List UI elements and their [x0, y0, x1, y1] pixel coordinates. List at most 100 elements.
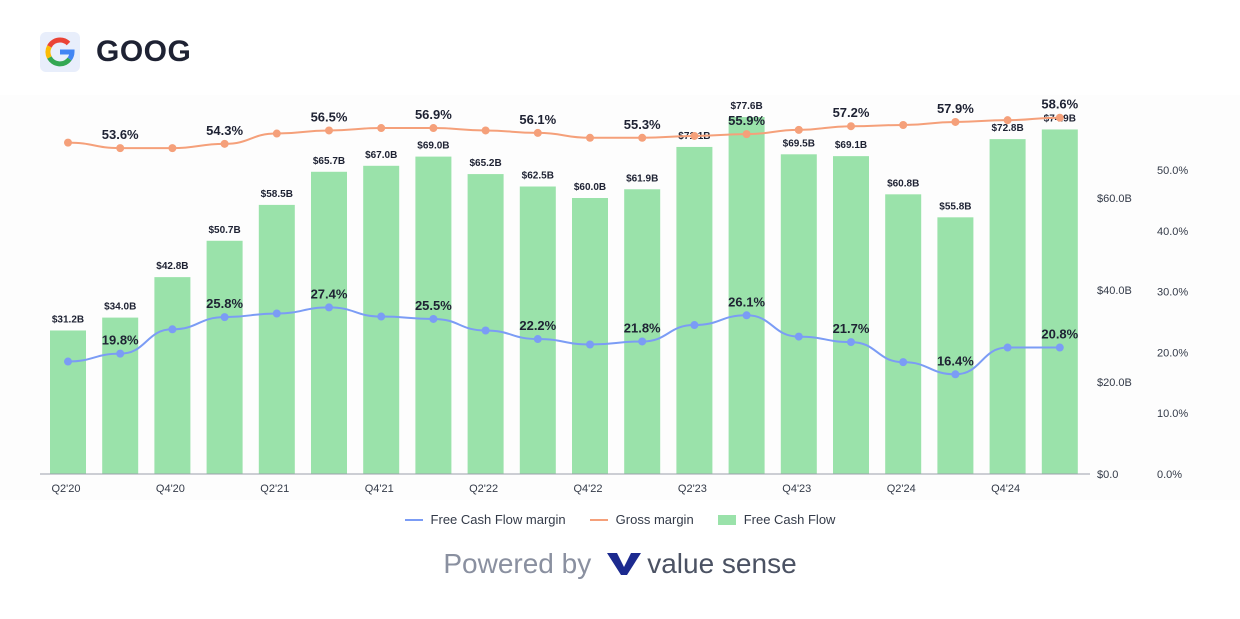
gross-margin-label: 56.1% [519, 112, 556, 127]
fcf-margin-point [1003, 343, 1012, 352]
fcf-margin-point [742, 311, 751, 320]
fcf-bar-label: $60.8B [887, 178, 919, 189]
fcf-margin-label: 16.4% [937, 353, 974, 368]
gross-margin-label: 55.3% [624, 117, 661, 132]
left-axis-tick: $0.0 [1097, 469, 1118, 481]
fcf-bar-label: $65.2B [469, 158, 501, 169]
legend-item-fcf-margin[interactable]: Free Cash Flow margin [404, 512, 566, 527]
fcf-bar-label: $69.1B [835, 140, 867, 151]
gross-margin-label: 58.6% [1041, 97, 1078, 112]
fcf-bar [50, 330, 86, 474]
right-axis-tick: 10.0% [1157, 408, 1188, 420]
fcf-margin-point [116, 349, 125, 358]
fcf-margin-point [533, 335, 542, 344]
left-axis-tick: $40.0B [1097, 285, 1132, 297]
legend: Free Cash Flow margin Gross margin Free … [0, 512, 1240, 527]
fcf-margin-label: 22.2% [519, 318, 556, 333]
fcf-bar-label: $42.8B [156, 261, 188, 272]
gross-margin-point [168, 144, 177, 153]
fcf-margin-point [429, 314, 438, 323]
right-axis-tick: 50.0% [1157, 165, 1188, 177]
x-tick-label: Q2'22 [469, 483, 498, 495]
fcf-bar-label: $61.9B [626, 173, 658, 184]
fcf-bar-label: $58.5B [261, 189, 293, 200]
gross-margin-point [116, 144, 125, 153]
fcf-bar-label: $62.5B [522, 171, 554, 182]
fcf-bar-label: $31.2B [52, 314, 84, 325]
fcf-margin-point [1055, 343, 1064, 352]
fcf-margin-label: 21.7% [833, 321, 870, 336]
x-tick-label: Q4'22 [573, 483, 602, 495]
right-axis-tick: 0.0% [1157, 469, 1182, 481]
fcf-bar [258, 204, 295, 474]
fcf-margin-label: 25.8% [206, 296, 243, 311]
x-tick-label: Q2'20 [51, 483, 80, 495]
gross-margin-point [377, 124, 386, 133]
value-sense-v-icon [607, 553, 642, 575]
gross-margin-point [220, 139, 229, 148]
fcf-bar-label: $72.8B [991, 123, 1023, 134]
gross-margin-label: 56.9% [415, 107, 452, 122]
legend-label: Free Cash Flow [743, 512, 836, 527]
right-axis-tick: 40.0% [1157, 226, 1188, 238]
fcf-margin-label: 25.5% [415, 298, 452, 313]
header: GOOG [40, 32, 191, 72]
gross-margin-label: 55.9% [728, 113, 765, 128]
gross-margin-label: 54.3% [206, 123, 243, 138]
gross-margin-point [325, 126, 333, 135]
fcf-bar [676, 146, 713, 474]
fcf-margin-point [220, 313, 229, 322]
fcf-margin-label: 27.4% [311, 286, 348, 301]
fcf-margin-point [481, 326, 490, 335]
footer: Powered by value sense [0, 548, 1240, 580]
fcf-margin-point [377, 312, 386, 321]
x-tick-label: Q4'20 [156, 483, 185, 495]
fcf-margin-point [899, 358, 908, 367]
powered-by-text: Powered by [443, 548, 592, 579]
google-g-icon [45, 37, 75, 67]
fcf-bar [102, 317, 139, 474]
fcf-bar [467, 174, 504, 474]
fcf-bar-label: $34.0B [104, 302, 136, 313]
gross-margin-line [67, 116, 1060, 150]
fcf-margin-label: 26.1% [728, 294, 765, 309]
fcf-margin-label: 20.8% [1041, 327, 1078, 342]
gross-margin-point [272, 129, 281, 138]
fcf-bar-label: $69.5B [783, 138, 815, 149]
gross-margin-point [690, 131, 699, 140]
x-tick-label: Q2'21 [260, 483, 289, 495]
legend-label: Gross margin [615, 512, 694, 527]
fcf-margin-label: 21.8% [624, 320, 661, 335]
fcf-bar-label: $50.7B [208, 225, 240, 236]
gross-margin-point [899, 121, 908, 130]
gross-margin-point [481, 126, 490, 135]
x-tick-label: Q2'23 [678, 483, 707, 495]
legend-label: Free Cash Flow margin [430, 512, 566, 527]
google-logo [40, 32, 80, 72]
legend-item-gross-margin[interactable]: Gross margin [589, 512, 694, 527]
brand-name: value sense [647, 548, 797, 579]
fcf-margin-point [847, 338, 855, 347]
gross-margin-point [1055, 113, 1064, 122]
fcf-bar [206, 240, 243, 474]
fcf-bar-label: $67.0B [365, 150, 397, 161]
fcf-margin-point [325, 303, 333, 312]
gross-margin-point [794, 125, 803, 134]
legend-line-icon [404, 518, 423, 521]
fcf-bar [989, 139, 1026, 474]
fcf-bar-label: $55.8B [939, 201, 971, 212]
legend-item-fcf[interactable]: Free Cash Flow [717, 512, 836, 527]
fcf-bar [624, 189, 661, 474]
gross-margin-point [742, 130, 751, 139]
fcf-chart: $31.2B $34.0B $42.8B $50.7B $58.5B $65.7B $67.… [40, 96, 1189, 495]
fcf-bar [780, 154, 817, 475]
fcf-margin-label: 19.8% [102, 333, 139, 348]
right-axis-tick: 20.0% [1157, 347, 1188, 359]
fcf-bar-label: $60.0B [574, 182, 606, 193]
fcf-margin-point [64, 357, 72, 366]
left-axis-tick: $60.0B [1097, 193, 1132, 205]
fcf-margin-point [168, 325, 177, 334]
fcf-bar [833, 156, 869, 474]
fcf-margin-point [272, 309, 281, 318]
fcf-bar [728, 117, 765, 474]
